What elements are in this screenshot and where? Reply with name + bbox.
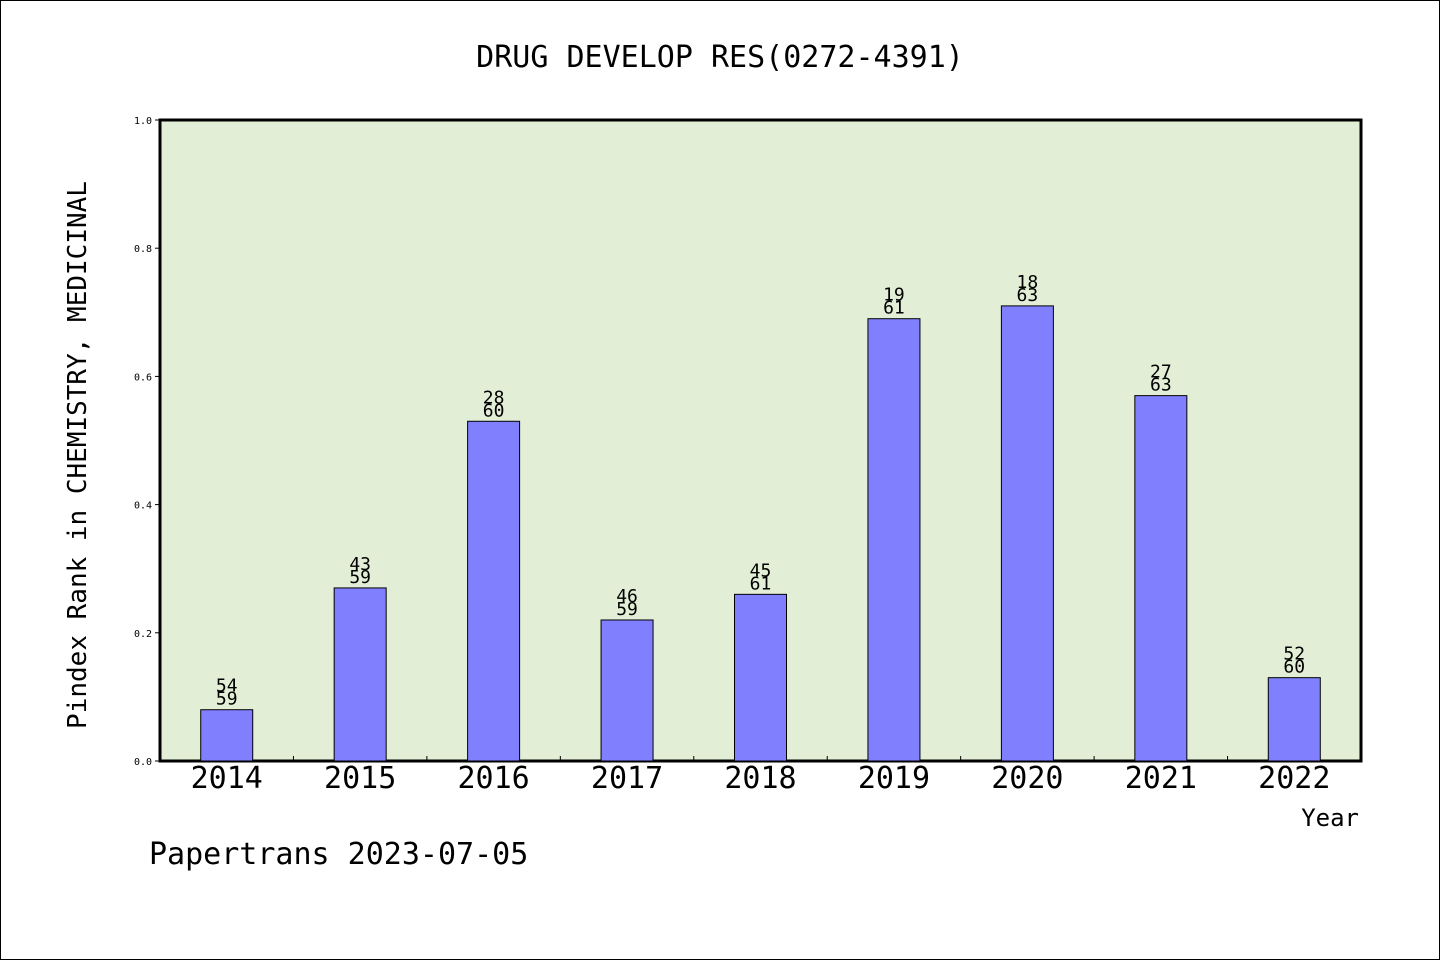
y-tick-label: 0.0 bbox=[134, 757, 152, 768]
bar-rank-label: 43 bbox=[349, 554, 371, 575]
x-tick-label: 2022 bbox=[1258, 761, 1330, 796]
bar-2017 bbox=[600, 619, 654, 762]
bar-rank-label: 54 bbox=[216, 676, 238, 697]
bar-2019 bbox=[867, 318, 921, 762]
bar-2018 bbox=[734, 593, 787, 762]
x-tick-label: 2015 bbox=[324, 761, 396, 796]
bar-rank-label: 27 bbox=[1150, 362, 1172, 383]
bar-2014 bbox=[200, 709, 254, 762]
y-tick-label: 0.8 bbox=[134, 244, 152, 255]
bar-rank-label: 28 bbox=[483, 387, 505, 408]
x-tick-label: 2021 bbox=[1125, 761, 1197, 796]
x-tick-label: 2020 bbox=[991, 761, 1063, 796]
bar-total-label: 61 bbox=[750, 573, 772, 594]
chart-title: DRUG DEVELOP RES(0272-4391) bbox=[476, 40, 964, 75]
bar-total-label: 60 bbox=[1283, 657, 1305, 678]
bar-total-label: 60 bbox=[483, 400, 505, 421]
bar-total-label: 59 bbox=[616, 599, 638, 620]
bars-layer bbox=[200, 305, 1321, 762]
x-tick-label: 2014 bbox=[191, 761, 263, 796]
y-tick-label: 0.2 bbox=[134, 629, 152, 640]
bar-rank-label: 46 bbox=[616, 586, 638, 607]
y-tick-label: 0.6 bbox=[134, 372, 152, 383]
bar-2020 bbox=[1000, 305, 1054, 762]
y-tick-label: 1.0 bbox=[134, 116, 152, 127]
x-tick-label: 2019 bbox=[858, 761, 930, 796]
x-axis-label: Year bbox=[1301, 804, 1359, 832]
x-tick-label: 2017 bbox=[591, 761, 663, 796]
bar-rank-label: 45 bbox=[750, 560, 772, 581]
footer-text: Papertrans 2023-07-05 bbox=[149, 837, 528, 872]
ticks-layer: 2014 2015 2016 2017 2018 2019 2020 2021 2022 0.0 0… bbox=[134, 116, 1330, 796]
bar-2021 bbox=[1134, 395, 1188, 762]
bar-total-label: 63 bbox=[1150, 375, 1172, 396]
bar-rank-label: 19 bbox=[883, 285, 905, 306]
x-tick-label: 2018 bbox=[724, 761, 796, 796]
bar-total-label: 61 bbox=[883, 298, 905, 319]
x-tick-label: 2016 bbox=[457, 761, 529, 796]
bar-rank-label: 18 bbox=[1017, 272, 1039, 293]
bar-2015 bbox=[333, 587, 387, 762]
bar-2022 bbox=[1267, 677, 1321, 762]
y-tick-label: 0.4 bbox=[134, 501, 152, 512]
y-axis-label: Pindex Rank in CHEMISTRY, MEDICINAL bbox=[63, 181, 93, 729]
bar-total-label: 59 bbox=[216, 689, 238, 710]
bar-total-label: 59 bbox=[349, 567, 371, 588]
bar-total-label: 63 bbox=[1017, 285, 1039, 306]
bar-rank-label: 52 bbox=[1283, 644, 1305, 665]
bar-2016 bbox=[467, 420, 521, 762]
